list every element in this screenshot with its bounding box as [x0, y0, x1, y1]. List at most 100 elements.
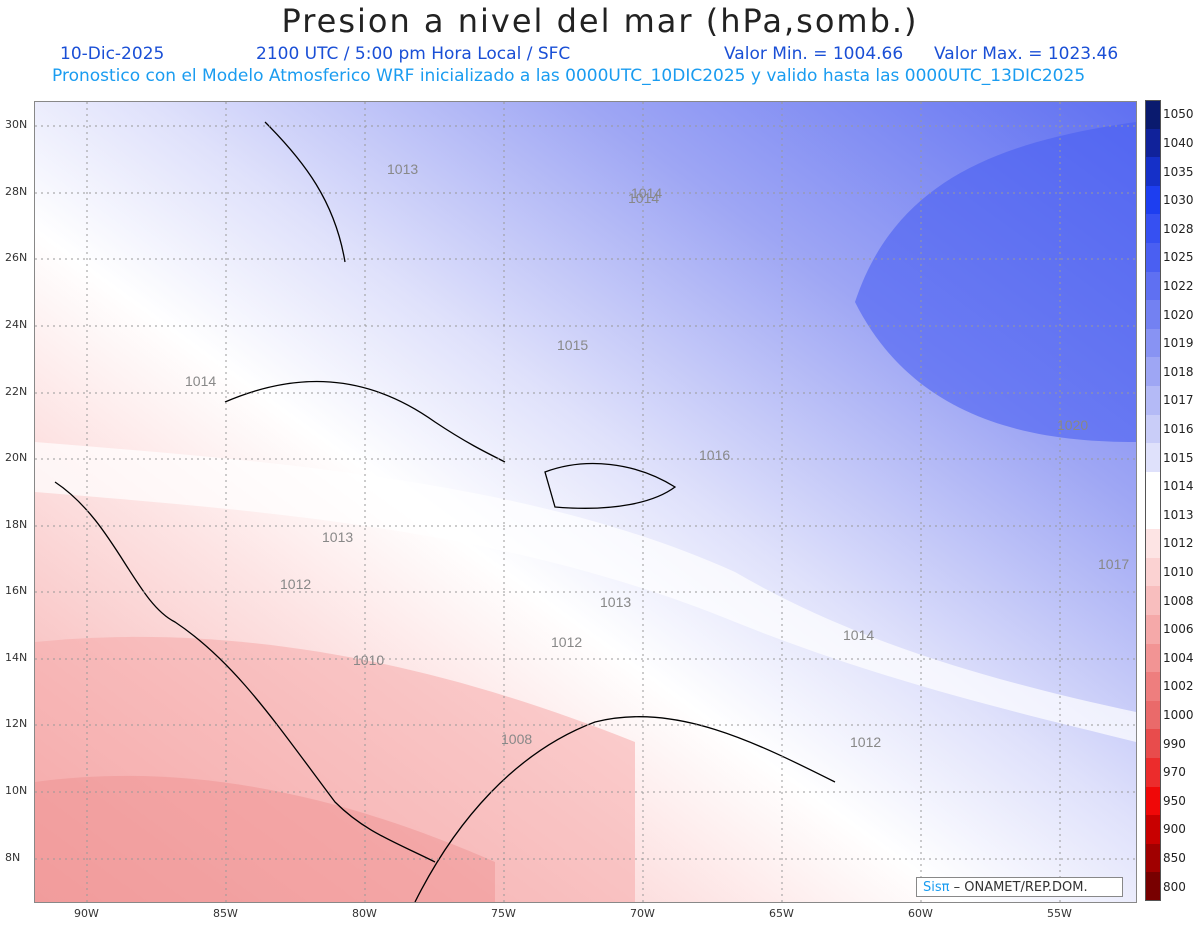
- colorbar-swatch: [1145, 471, 1161, 501]
- lat-tick-label: 14N: [5, 651, 28, 664]
- colorbar-label: 1006: [1163, 622, 1194, 637]
- colorbar-swatch: [1145, 672, 1161, 702]
- colorbar-swatch: [1145, 643, 1161, 673]
- coastline-central-america: [54, 481, 436, 863]
- colorbar-swatch: [1145, 557, 1161, 587]
- lat-tick-label: 22N: [5, 385, 28, 398]
- contour-label: 1013: [322, 529, 353, 545]
- contour-label: 1014: [628, 190, 659, 206]
- lon-tick-label: 65W: [769, 907, 794, 920]
- lat-tick-label: 30N: [5, 118, 28, 131]
- lat-tick-label: 18N: [5, 518, 28, 531]
- contour-label: 1014: [631, 185, 662, 201]
- lat-tick-label: 24N: [5, 318, 28, 331]
- date-label: 10-Dic-2025: [60, 44, 165, 64]
- colorbar-swatch: [1145, 357, 1161, 387]
- colorbar-swatch: [1145, 271, 1161, 301]
- colorbar-swatch: [1145, 100, 1161, 130]
- contour-label: 1017: [1098, 556, 1129, 572]
- colorbar-label: 1013: [1163, 507, 1194, 522]
- logo-text: – ONAMET/REP.DOM.: [953, 880, 1088, 895]
- colorbar-label: 1000: [1163, 708, 1194, 723]
- min-value-label: Valor Min. = 1004.66: [724, 44, 904, 64]
- page-title: Presion a nivel del mar (hPa,somb.): [281, 2, 919, 40]
- colorbar-label: 950: [1163, 793, 1186, 808]
- colorbar-label: 1002: [1163, 679, 1194, 694]
- contour-label: 1014: [185, 373, 216, 389]
- colorbar-swatch: [1145, 443, 1161, 473]
- lat-tick-label: 8N: [5, 851, 21, 864]
- southwest-low-core: [35, 775, 495, 902]
- colorbar-swatch: [1145, 815, 1161, 845]
- colorbar-label: 1030: [1163, 193, 1194, 208]
- colorbar-label: 1022: [1163, 278, 1194, 293]
- lon-tick-label: 75W: [491, 907, 516, 920]
- colorbar-swatch: [1145, 700, 1161, 730]
- colorbar-swatch: [1145, 243, 1161, 273]
- contour-labels: 1013101410141015101610201013101210131012…: [185, 161, 1129, 750]
- colorbar-label: 850: [1163, 851, 1186, 866]
- colorbar-swatch: [1145, 328, 1161, 358]
- colorbar-swatch: [1145, 586, 1161, 616]
- colorbar-swatch: [1145, 128, 1161, 158]
- contour-label: 1020: [1057, 417, 1088, 433]
- colorbar-border: [1145, 100, 1161, 901]
- colorbar-swatch: [1145, 529, 1161, 559]
- contour-label: 1014: [843, 627, 874, 643]
- colorbar-label: 970: [1163, 765, 1186, 780]
- logo-brand: Sisπ: [923, 880, 950, 895]
- colorbar-swatch: [1145, 786, 1161, 816]
- colorbar-label: 1014: [1163, 479, 1194, 494]
- white-band: [35, 442, 1136, 742]
- contour-label: 1010: [353, 652, 384, 668]
- colorbar-label: 1016: [1163, 421, 1194, 436]
- contour-label: 1012: [850, 734, 881, 750]
- colorbar-label: 1004: [1163, 650, 1194, 665]
- lon-tick-label: 70W: [630, 907, 655, 920]
- lat-tick-label: 10N: [5, 784, 28, 797]
- colorbar-swatch: [1145, 157, 1161, 187]
- colorbar-swatch: [1145, 185, 1161, 215]
- contour-label: 1012: [551, 634, 582, 650]
- lon-tick-label: 55W: [1047, 907, 1072, 920]
- colorbar-swatch: [1145, 500, 1161, 530]
- colorbar-label: 1010: [1163, 565, 1194, 580]
- colorbar-label: 1012: [1163, 536, 1194, 551]
- contour-label: 1016: [699, 447, 730, 463]
- colorbar-swatch: [1145, 843, 1161, 873]
- colorbar-swatch: [1145, 300, 1161, 330]
- contour-label: 1013: [387, 161, 418, 177]
- colorbar-swatch: [1145, 414, 1161, 444]
- colorbar-swatch: [1145, 386, 1161, 416]
- contour-label: 1015: [557, 337, 588, 353]
- time-label: 2100 UTC / 5:00 pm Hora Local / SFC: [256, 44, 571, 64]
- contour-label: 1012: [280, 576, 311, 592]
- colorbar-swatch: [1145, 757, 1161, 788]
- colorbar-label: 1020: [1163, 307, 1194, 322]
- lon-tick-label: 60W: [908, 907, 933, 920]
- lat-tick-label: 12N: [5, 717, 28, 730]
- colorbar-label: 1028: [1163, 221, 1194, 236]
- colorbar-swatch: [1145, 729, 1161, 759]
- colorbar-label: 900: [1163, 822, 1186, 837]
- logo-badge: Sisπ – ONAMET/REP.DOM.: [916, 877, 1123, 897]
- coastline-hispaniola: [544, 463, 677, 509]
- max-value-label: Valor Max. = 1023.46: [934, 44, 1119, 64]
- colorbar-swatch: [1145, 872, 1161, 902]
- colorbar-label: 1015: [1163, 450, 1194, 465]
- pressure-map: 1013101410141015101610201013101210131012…: [34, 101, 1137, 903]
- colorbar-label: 1025: [1163, 250, 1194, 265]
- lat-tick-label: 20N: [5, 451, 28, 464]
- high-pressure-core: [855, 122, 1136, 442]
- lon-tick-label: 90W: [74, 907, 99, 920]
- colorbar-label: 1050: [1163, 107, 1194, 122]
- colorbar-swatch: [1145, 614, 1161, 645]
- low-pressure-zone: [35, 636, 635, 902]
- lon-tick-label: 85W: [213, 907, 238, 920]
- contour-label: 1013: [600, 594, 631, 610]
- colorbar-label: 990: [1163, 736, 1186, 751]
- lat-tick-label: 28N: [5, 185, 28, 198]
- colorbar-label: 1040: [1163, 135, 1194, 150]
- colorbar-label: 1017: [1163, 393, 1194, 408]
- colorbar-label: 800: [1163, 879, 1186, 894]
